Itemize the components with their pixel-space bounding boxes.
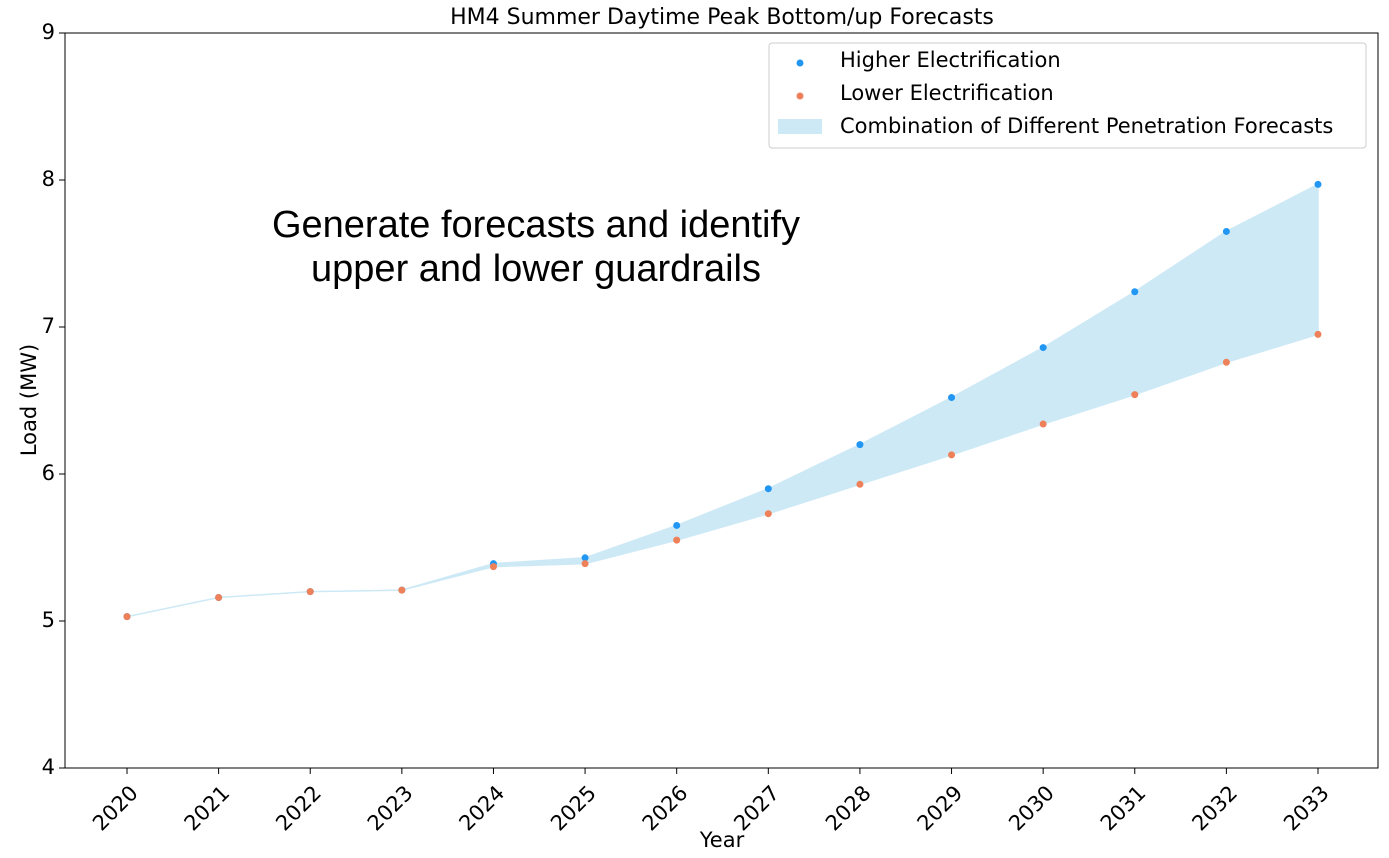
point xyxy=(215,593,223,601)
annotation: upper and lower guardrails xyxy=(311,248,761,290)
point xyxy=(948,451,956,459)
x-tick-label: 2026 xyxy=(638,781,693,836)
point xyxy=(856,480,864,488)
legend-marker xyxy=(796,59,804,67)
point xyxy=(123,613,131,621)
point xyxy=(1222,358,1230,366)
point xyxy=(489,563,497,571)
point xyxy=(673,536,681,544)
legend-label: Lower Electrification xyxy=(840,81,1054,105)
point xyxy=(1131,391,1139,399)
legend-label: Combination of Different Penetration For… xyxy=(840,114,1333,138)
x-tick-label: 2029 xyxy=(913,781,968,836)
y-tick-label: 4 xyxy=(42,755,55,779)
band xyxy=(126,183,1319,618)
plot-frame xyxy=(64,32,1379,769)
point xyxy=(1039,420,1047,428)
y-tick-label: 8 xyxy=(42,167,55,191)
point xyxy=(856,441,864,449)
point xyxy=(1314,330,1322,338)
x-tick-label: 2030 xyxy=(1004,781,1059,836)
x-tick-label: 2023 xyxy=(363,781,418,836)
legend-marker xyxy=(796,92,804,100)
x-tick-label: 2032 xyxy=(1187,781,1242,836)
chart-title: HM4 Summer Daytime Peak Bottom/up Foreca… xyxy=(450,5,994,30)
point xyxy=(398,586,406,594)
x-tick-label: 2027 xyxy=(729,781,784,836)
point xyxy=(1314,180,1322,188)
point xyxy=(764,510,772,518)
y-tick-label: 9 xyxy=(42,20,55,44)
point xyxy=(306,588,314,596)
x-tick-label: 2028 xyxy=(821,781,876,836)
x-tick-label: 2022 xyxy=(271,781,326,836)
point xyxy=(673,521,681,529)
point xyxy=(764,485,772,493)
legend-marker xyxy=(778,119,822,134)
annotation: Generate forecasts and identify xyxy=(272,204,800,246)
point xyxy=(1222,227,1230,235)
x-tick-label: 2020 xyxy=(88,781,143,836)
point xyxy=(1131,288,1139,296)
y-axis-label: Load (MW) xyxy=(17,344,41,456)
x-axis-label: Year xyxy=(699,828,745,852)
legend-box xyxy=(768,42,1367,149)
point xyxy=(581,560,589,568)
point xyxy=(948,394,956,402)
point xyxy=(581,554,589,562)
y-tick-label: 7 xyxy=(42,314,55,338)
y-tick-label: 5 xyxy=(42,608,55,632)
x-tick-label: 2031 xyxy=(1096,781,1151,836)
x-tick-label: 2033 xyxy=(1279,781,1334,836)
y-tick-label: 6 xyxy=(42,461,55,485)
point xyxy=(1039,344,1047,352)
x-tick-label: 2021 xyxy=(180,781,235,836)
x-tick-label: 2025 xyxy=(546,781,601,836)
x-tick-label: 2024 xyxy=(454,781,509,836)
legend-label: Higher Electrification xyxy=(840,48,1061,72)
